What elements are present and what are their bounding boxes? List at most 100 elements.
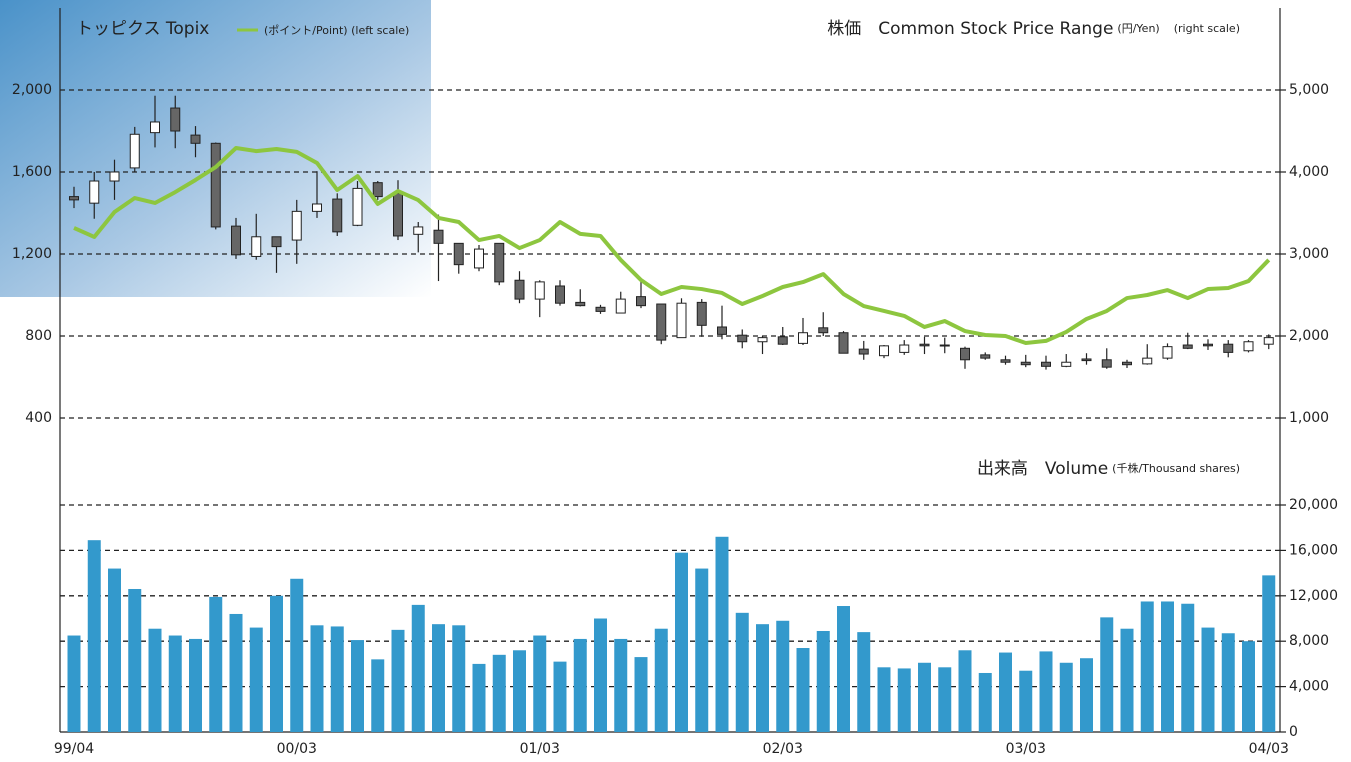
x-tick-label: 04/03 — [1249, 741, 1289, 757]
candle-body — [372, 182, 383, 198]
bar — [1221, 633, 1235, 732]
bar — [715, 536, 729, 732]
bar — [999, 652, 1012, 732]
candle-body — [636, 296, 646, 307]
candle-body — [980, 354, 991, 359]
x-tick-label: 01/03 — [520, 741, 560, 757]
bar — [573, 638, 587, 732]
title-unit: (千株/Thousand shares) — [1112, 461, 1240, 475]
bar — [209, 596, 223, 732]
bar — [816, 630, 830, 732]
bar — [270, 595, 283, 732]
bar — [128, 588, 142, 732]
y2-tick-label: 1,000 — [1289, 410, 1329, 426]
bar — [654, 628, 668, 732]
y-tick-label: 8,000 — [1289, 633, 1329, 649]
candle-body — [1182, 344, 1193, 349]
candle-body — [1263, 337, 1274, 345]
bar — [1242, 641, 1255, 732]
bar — [553, 661, 567, 732]
candle-body — [595, 306, 606, 312]
candle-body — [656, 303, 667, 341]
y-tick-label: 20,000 — [1289, 497, 1338, 513]
bar — [1120, 628, 1134, 732]
y-tick-label: 1,200 — [12, 246, 52, 262]
line-series — [73, 146, 1271, 345]
volume-title: 出来高 Volume (千株/Thousand shares) — [977, 459, 1240, 479]
candle-body — [413, 226, 424, 235]
candle-body — [534, 281, 545, 300]
bar — [67, 635, 81, 732]
candle-body — [1041, 361, 1051, 367]
y-tick-label: 2,000 — [12, 82, 52, 98]
candle-body — [1061, 361, 1072, 367]
candle-body — [89, 180, 100, 204]
candle-body — [615, 298, 626, 314]
candle-body — [109, 171, 120, 182]
y-tick-label: 800 — [25, 328, 52, 344]
bar — [776, 620, 790, 732]
title: 株価 Common Stock Price Range — [827, 19, 1113, 39]
candle-body — [312, 203, 322, 212]
bar — [108, 568, 121, 732]
bar — [513, 650, 526, 732]
candle-body — [129, 133, 140, 169]
bar — [472, 663, 486, 732]
bar — [492, 654, 506, 732]
bar — [918, 662, 931, 732]
bar — [391, 629, 405, 732]
candle-body — [231, 225, 241, 256]
bar — [330, 626, 344, 732]
bar — [1100, 617, 1114, 732]
candle-body — [777, 336, 788, 345]
bar — [837, 606, 850, 732]
bar — [168, 635, 182, 732]
candle-body — [332, 198, 343, 233]
candle-body — [453, 242, 464, 266]
bar — [1181, 603, 1195, 732]
candle-body — [271, 236, 282, 248]
bar — [189, 638, 202, 732]
y-tick-label: 0 — [1289, 724, 1298, 740]
candle-body — [291, 210, 302, 241]
candle-body — [798, 332, 808, 344]
bar — [735, 612, 749, 732]
x-tick-label: 99/04 — [54, 741, 94, 757]
candle-body — [960, 347, 970, 361]
bar — [452, 625, 466, 732]
candle-body — [1101, 359, 1112, 368]
candle-body — [170, 107, 181, 132]
candle-body — [433, 229, 444, 244]
bar — [756, 624, 769, 732]
candle-body — [150, 121, 160, 134]
candle-body — [717, 326, 727, 335]
y-tick-label: 1,600 — [12, 164, 52, 180]
y-tick-label: 16,000 — [1289, 542, 1338, 558]
y2-tick-label: 5,000 — [1289, 82, 1329, 98]
bar — [897, 668, 911, 732]
candle-body — [251, 236, 262, 257]
candle-body — [696, 301, 707, 326]
candle-body — [1223, 343, 1234, 353]
x-tick-label: 00/03 — [277, 741, 317, 757]
candle-body — [1000, 359, 1011, 363]
bar — [310, 625, 324, 732]
candle-body — [939, 344, 950, 347]
candle-body — [393, 192, 403, 237]
x-tick-label: 02/03 — [763, 741, 803, 757]
bar — [958, 650, 972, 732]
candle-body — [1243, 341, 1254, 352]
bar — [432, 624, 445, 732]
legend-unit: (ポイント/Point) (left scale) — [264, 24, 409, 37]
candle-body — [879, 345, 889, 357]
bar — [1080, 658, 1093, 732]
bar — [978, 672, 992, 732]
candle-body — [210, 142, 221, 228]
y2-tick-label: 3,000 — [1289, 246, 1329, 262]
candle-body — [69, 196, 79, 201]
candle-body — [1142, 357, 1153, 365]
bar — [614, 638, 628, 732]
bar — [1161, 601, 1174, 732]
bar — [1039, 651, 1053, 732]
candle-body — [1203, 343, 1213, 347]
